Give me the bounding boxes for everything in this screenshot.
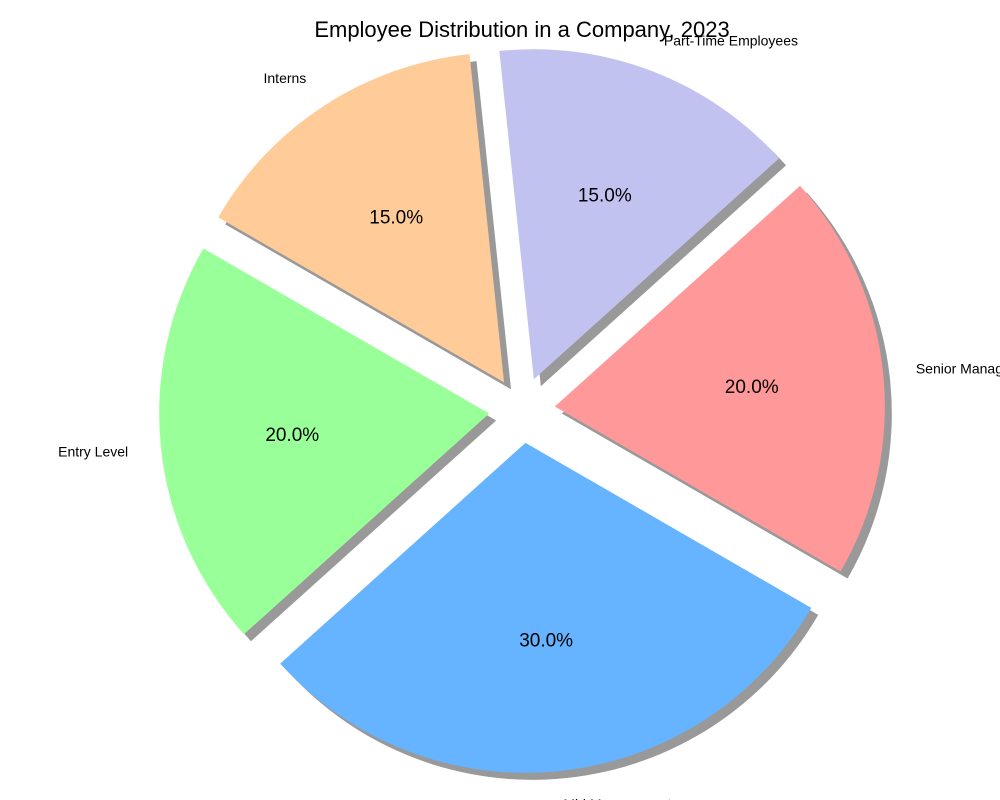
chart-title: Employee Distribution in a Company, 2023 bbox=[314, 17, 729, 42]
slice-entry-level bbox=[159, 248, 490, 635]
slice-labels: Senior Management 20.0% Part-Time Employee… bbox=[58, 32, 1000, 800]
slice-percent-part-time-employees: 15.0% bbox=[578, 185, 632, 206]
slice-part-time-employees bbox=[499, 49, 780, 380]
slice-label-part-time-employees: Part-Time Employees bbox=[664, 32, 798, 48]
slice-percent-entry-level: 20.0% bbox=[265, 425, 319, 446]
slice-label-mid-management: Mid Management bbox=[563, 796, 671, 800]
slice-interns bbox=[218, 54, 505, 383]
slice-label-interns: Interns bbox=[264, 70, 307, 86]
slice-mid-management bbox=[280, 442, 812, 773]
slice-percent-interns: 15.0% bbox=[369, 207, 423, 228]
slice-senior-management bbox=[554, 185, 885, 572]
slice-percent-senior-management: 20.0% bbox=[725, 377, 779, 398]
slice-label-senior-management: Senior Management bbox=[916, 361, 1000, 377]
slice-percent-mid-management: 30.0% bbox=[519, 631, 573, 652]
slices bbox=[159, 49, 885, 773]
slice-label-entry-level: Entry Level bbox=[58, 443, 128, 459]
